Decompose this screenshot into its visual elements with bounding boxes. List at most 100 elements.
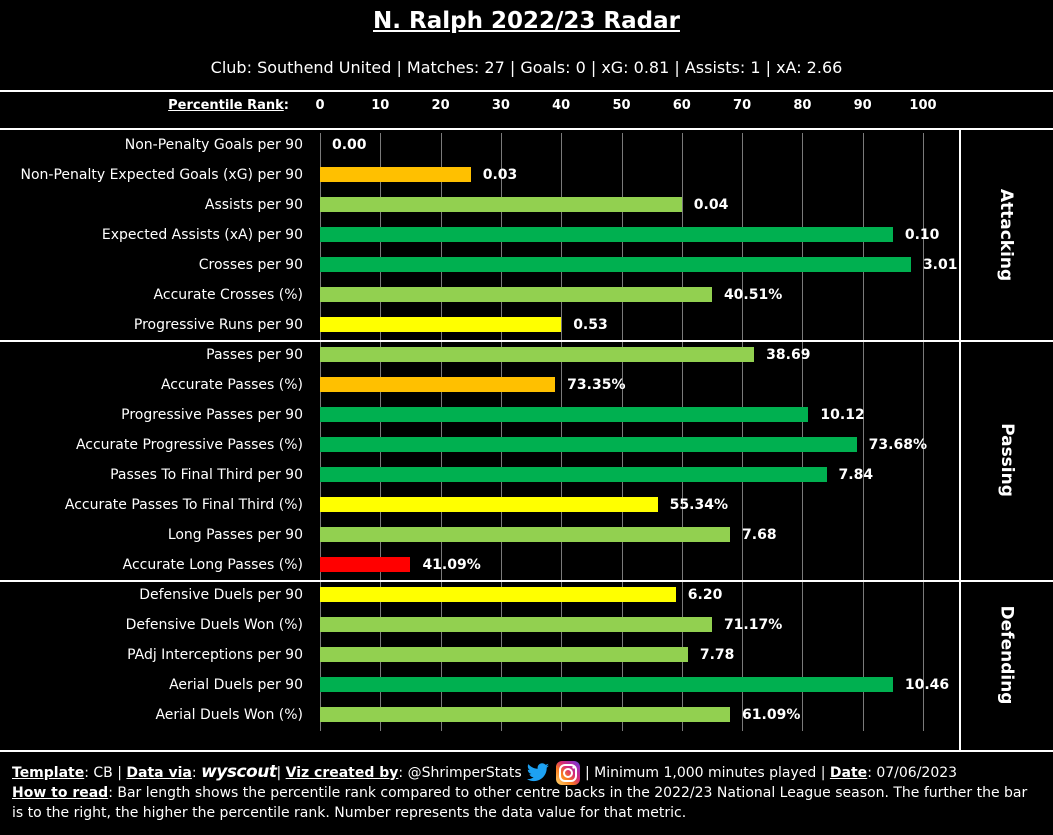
template-label: Template [12,765,85,781]
section-label-defending: Defending [960,580,1053,730]
metric-value: 38.69 [766,347,811,363]
grid-line [682,133,683,731]
metric-label: Passes To Final Third per 90 [110,467,303,483]
chart-title: N. Ralph 2022/23 Radar [373,8,680,34]
divider-bottom [0,750,1053,752]
grid-line [501,133,502,731]
viz-created-label: Viz created by [285,765,399,781]
divider-axis [0,128,1053,130]
x-tick-label: 70 [733,98,752,113]
section-divider [0,340,1053,342]
metric-value: 7.68 [742,527,777,543]
metric-bar [320,317,562,332]
grid-line [923,133,924,731]
x-tick-label: 90 [853,98,872,113]
metric-value: 55.34% [669,497,728,513]
grid-line [863,133,864,731]
metric-label: Passes per 90 [206,347,303,363]
metric-value: 10.46 [904,677,950,693]
metric-bar [320,407,809,422]
metric-value: 73.68% [868,437,927,453]
metric-value: 0.00 [332,137,367,153]
metric-value: 40.51% [723,287,783,303]
metric-value: 0.53 [573,317,608,333]
metric-bar [320,497,658,512]
metric-label: Crosses per 90 [198,257,303,273]
x-tick-label: 10 [371,98,390,113]
metric-bar [320,557,411,572]
metric-value: 0.10 [904,227,940,243]
creator-handle: @ShrimperStats [407,765,522,781]
metric-value: 6.20 [687,587,723,603]
metric-bar [320,527,731,542]
metric-bar [320,377,556,392]
metric-bar [320,437,857,452]
x-tick-label: 30 [491,98,510,113]
footer-line-1: Template: CB | Data via: wyscout| Viz cr… [12,760,1042,786]
twitter-icon [527,763,550,782]
section-name: Passing [996,423,1017,497]
metric-value: 41.09% [422,557,481,573]
x-tick-label: 60 [672,98,691,113]
section-divider [0,580,1053,582]
x-tick-label: 80 [793,98,812,113]
how-to-read-label: How to read [12,785,109,801]
metric-label: PAdj Interceptions per 90 [127,647,303,663]
minimum-minutes: | Minimum 1,000 minutes played | [585,765,826,781]
metric-value: 61.09% [742,707,801,723]
metric-value: 10.12 [820,407,865,423]
template-value: CB [93,765,113,781]
metric-bar [320,467,827,482]
x-tick-label: 0 [315,98,325,113]
date-label: Date [829,765,868,781]
metric-bar [320,257,911,272]
instagram-icon [555,761,580,785]
metric-value: 71.17% [723,617,783,633]
metric-label: Accurate Long Passes (%) [122,557,303,573]
metric-label: Non-Penalty Expected Goals (xG) per 90 [20,167,303,183]
metric-bar [320,587,676,602]
metric-value: 0.04 [693,197,729,213]
metric-label: Accurate Progressive Passes (%) [75,437,303,453]
section-divider-vertical [959,128,961,752]
x-axis-label: Percentile Rank: [168,98,289,113]
metric-value: 0.03 [482,167,518,183]
metric-value: 3.01 [922,257,958,273]
metric-bar [320,647,688,662]
metric-label: Expected Assists (xA) per 90 [101,227,303,243]
chart-subtitle: Club: Southend United | Matches: 27 | Go… [210,58,843,77]
section-name: Attacking [996,188,1017,282]
metric-label: Accurate Crosses (%) [153,287,303,303]
wyscout-logo: wyscout [201,762,277,782]
metric-label: Aerial Duels per 90 [169,677,303,693]
metric-value: 7.84 [838,467,874,483]
grid-line [802,133,803,731]
metric-label: Accurate Passes (%) [160,377,303,393]
metric-label: Accurate Passes To Final Third (%) [64,497,303,513]
grid-line [742,133,743,731]
metric-label: Assists per 90 [204,197,303,213]
x-tick-label: 100 [909,98,937,113]
metric-bar [320,287,712,302]
metric-label: Long Passes per 90 [167,527,303,543]
metric-label: Aerial Duels Won (%) [155,707,303,723]
grid-line [441,133,442,731]
metric-bar [320,167,471,182]
grid-line [622,133,623,731]
date-value: 07/06/2023 [876,765,958,781]
metric-bar [320,197,682,212]
grid-line [320,133,321,731]
x-tick-label: 40 [552,98,571,113]
metric-value: 7.78 [699,647,735,663]
metric-bar [320,707,731,722]
section-label-passing: Passing [960,340,1053,580]
grid-line [561,133,562,731]
metric-bar [320,347,755,362]
metric-label: Progressive Runs per 90 [133,317,303,333]
metric-bar [320,227,893,242]
metric-value: 73.35% [567,377,626,393]
how-to-read-text: Bar length shows the percentile rank com… [12,785,1028,821]
x-tick-label: 20 [431,98,450,113]
footer-how-to-read: How to read: Bar length shows the percen… [12,785,1028,821]
metric-bar [320,677,893,692]
